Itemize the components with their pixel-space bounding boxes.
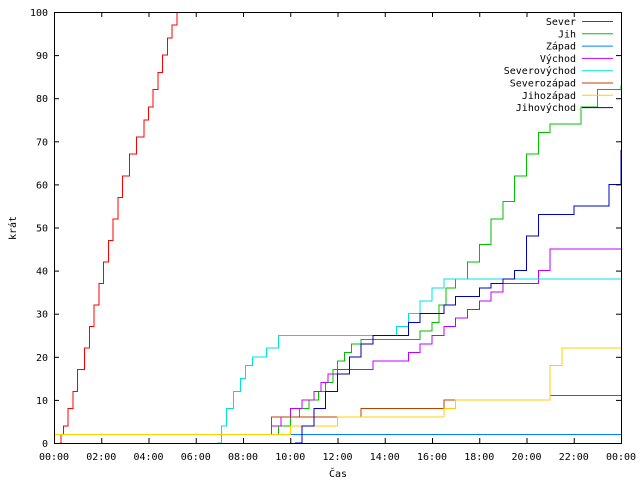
- legend-label: Severovýchod: [504, 65, 576, 77]
- legend-label: Východ: [540, 53, 576, 65]
- legend: SeverJihZápadVýchodSeverovýchodSeverozáp…: [504, 17, 613, 114]
- y-tick-label: 20: [36, 353, 48, 364]
- legend-label: Jih: [558, 29, 576, 40]
- x-tick-label: 00:00: [606, 452, 636, 463]
- y-tick-label: 30: [36, 310, 48, 321]
- y-tick-label: 0: [42, 439, 48, 450]
- y-tick-label: 100: [30, 8, 48, 19]
- y-tick-label: 60: [36, 180, 48, 191]
- y-tick-label: 50: [36, 224, 48, 235]
- series-line-4: [54, 248, 621, 435]
- series-layer: [54, 12, 622, 444]
- x-tick-label: 22:00: [559, 452, 589, 463]
- y-axis-label: krát: [7, 216, 19, 240]
- series-line-1: [59, 12, 178, 444]
- y-tick-label: 10: [36, 396, 48, 407]
- series-line-7: [54, 347, 621, 435]
- x-tick-label: 12:00: [322, 452, 352, 463]
- x-tick-label: 00:00: [39, 452, 69, 463]
- x-tick-label: 16:00: [417, 452, 447, 463]
- y-tick-label: 40: [36, 267, 48, 278]
- y-tick-label: 90: [36, 51, 48, 62]
- legend-label: Západ: [546, 41, 576, 53]
- legend-label: Sever: [546, 17, 576, 28]
- x-tick-label: 10:00: [275, 452, 305, 463]
- x-tick-label: 20:00: [511, 452, 541, 463]
- x-tick-label: 08:00: [228, 452, 258, 463]
- series-line-8: [295, 149, 622, 444]
- x-tick-label: 02:00: [86, 452, 116, 463]
- series-line-5: [217, 278, 621, 444]
- legend-label: Severozápad: [510, 78, 576, 90]
- x-axis-label: Čas: [329, 467, 347, 480]
- x-tick-label: 04:00: [133, 452, 163, 463]
- legend-label: Jihovýchod: [516, 102, 576, 114]
- legend-label: Jihozápad: [522, 90, 576, 102]
- x-tick-label: 14:00: [370, 452, 400, 463]
- y-tick-label: 80: [36, 94, 48, 105]
- ticks-layer: 00:00 02:00 04:00 06:00 08:00 10:00 12:00 14:00…: [30, 8, 636, 463]
- y-tick-label: 70: [36, 137, 48, 148]
- x-tick-label: 06:00: [181, 452, 211, 463]
- x-tick-label: 18:00: [464, 452, 494, 463]
